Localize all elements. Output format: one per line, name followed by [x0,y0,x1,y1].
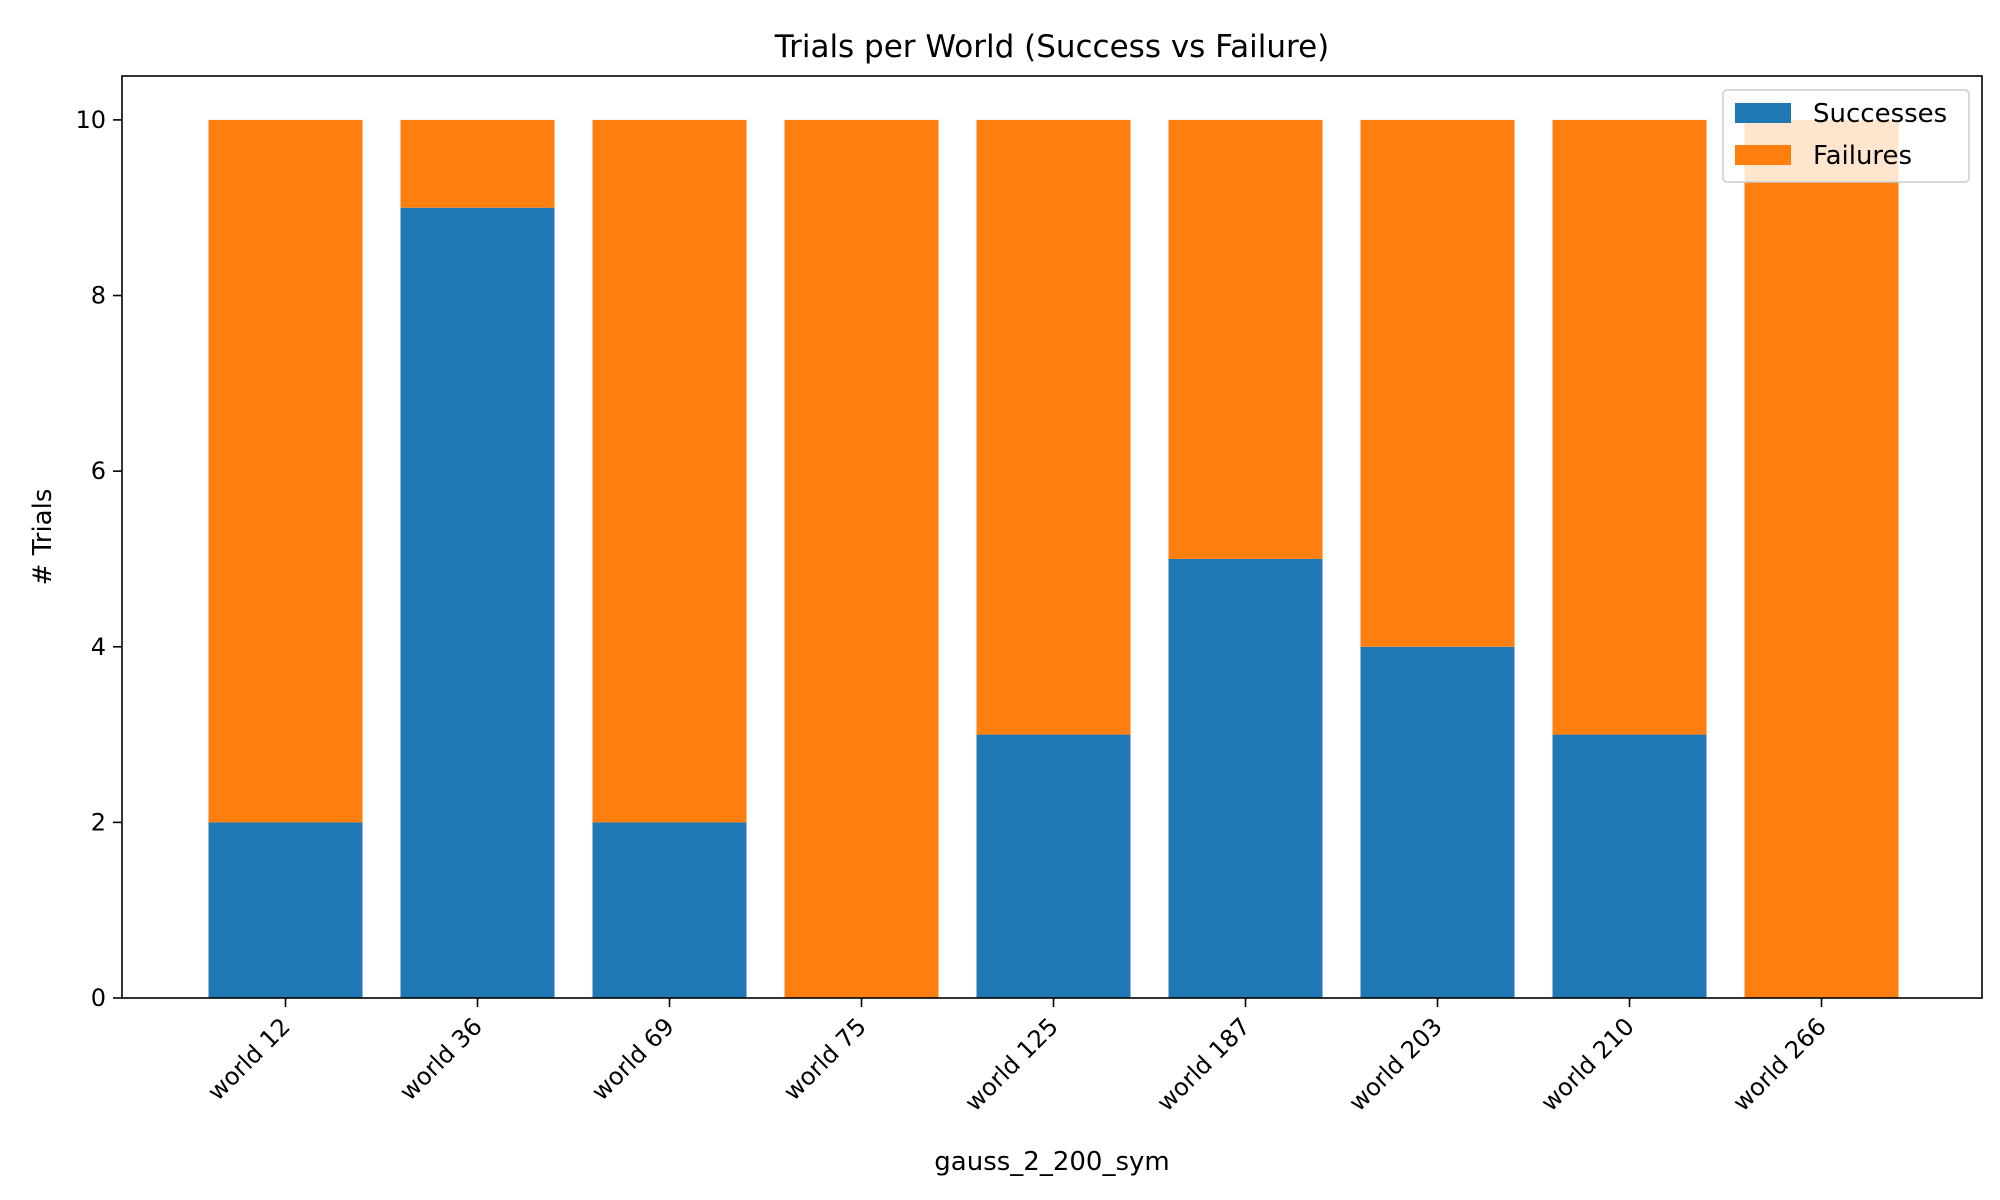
legend-swatch-failures [1735,145,1791,165]
y-axis-label: # Trials [28,489,58,586]
bar-failures-world-69 [592,119,747,823]
bar-successes-world-12 [208,822,363,998]
y-tick-label: 0 [91,984,106,1012]
bars-layer [208,119,1899,998]
legend-label-failures: Failures [1813,141,1912,171]
legend: Successes Failures [1722,89,1970,183]
bar-failures-world-187 [1168,119,1323,559]
bar-failures-world-125 [976,119,1131,735]
bar-successes-world-203 [1360,646,1515,998]
bar-successes-world-187 [1168,558,1323,998]
bar-successes-world-210 [1552,734,1707,998]
x-axis-label: gauss_2_200_sym [934,1147,1169,1177]
chart-title: Trials per World (Success vs Failure) [774,29,1330,65]
bar-failures-world-266 [1744,119,1899,998]
legend-label-successes: Successes [1813,99,1947,129]
bar-failures-world-203 [1360,119,1515,647]
bar-failures-world-36 [400,119,555,208]
bar-failures-world-12 [208,119,363,823]
y-tick-label: 10 [75,106,106,134]
y-tick-label: 6 [91,457,106,485]
y-tick-label: 8 [91,282,106,310]
bar-failures-world-210 [1552,119,1707,735]
bar-failures-world-75 [784,119,939,998]
bar-successes-world-69 [592,822,747,998]
y-tick-label: 4 [91,633,106,661]
legend-swatch-successes [1735,103,1791,123]
y-axis: 0 2 4 6 8 10 [75,106,122,1012]
bar-successes-world-36 [400,207,555,998]
bar-successes-world-125 [976,734,1131,998]
plot-frame [121,75,1983,999]
y-tick-label: 2 [91,808,106,836]
